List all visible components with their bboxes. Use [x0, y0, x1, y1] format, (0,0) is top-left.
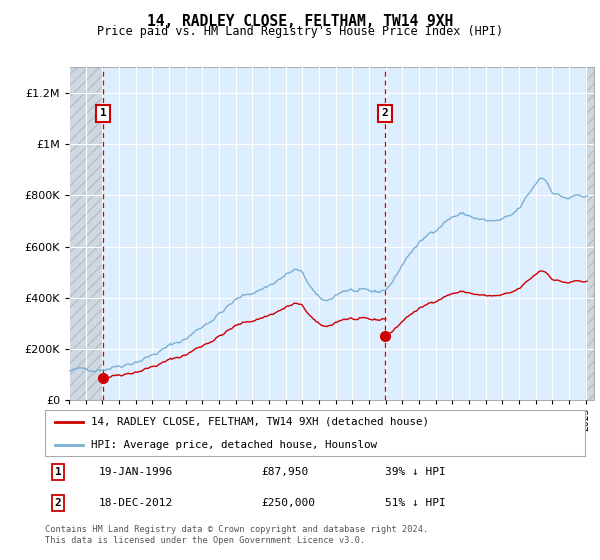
Text: 1: 1 — [55, 466, 61, 477]
Text: 39% ↓ HPI: 39% ↓ HPI — [385, 466, 446, 477]
Text: 1: 1 — [100, 108, 107, 118]
Text: HPI: Average price, detached house, Hounslow: HPI: Average price, detached house, Houn… — [91, 440, 377, 450]
Text: Price paid vs. HM Land Registry's House Price Index (HPI): Price paid vs. HM Land Registry's House … — [97, 25, 503, 38]
Text: 14, RADLEY CLOSE, FELTHAM, TW14 9XH: 14, RADLEY CLOSE, FELTHAM, TW14 9XH — [147, 14, 453, 29]
Text: 2: 2 — [55, 498, 61, 508]
Text: Contains HM Land Registry data © Crown copyright and database right 2024.
This d: Contains HM Land Registry data © Crown c… — [45, 525, 428, 545]
Text: 19-JAN-1996: 19-JAN-1996 — [99, 466, 173, 477]
Text: £250,000: £250,000 — [261, 498, 315, 508]
Bar — [586, 67, 594, 400]
Text: 18-DEC-2012: 18-DEC-2012 — [99, 498, 173, 508]
Text: 2: 2 — [382, 108, 388, 118]
Text: 14, RADLEY CLOSE, FELTHAM, TW14 9XH (detached house): 14, RADLEY CLOSE, FELTHAM, TW14 9XH (det… — [91, 417, 429, 427]
Text: £87,950: £87,950 — [261, 466, 308, 477]
Bar — [69, 67, 103, 400]
Text: 51% ↓ HPI: 51% ↓ HPI — [385, 498, 446, 508]
